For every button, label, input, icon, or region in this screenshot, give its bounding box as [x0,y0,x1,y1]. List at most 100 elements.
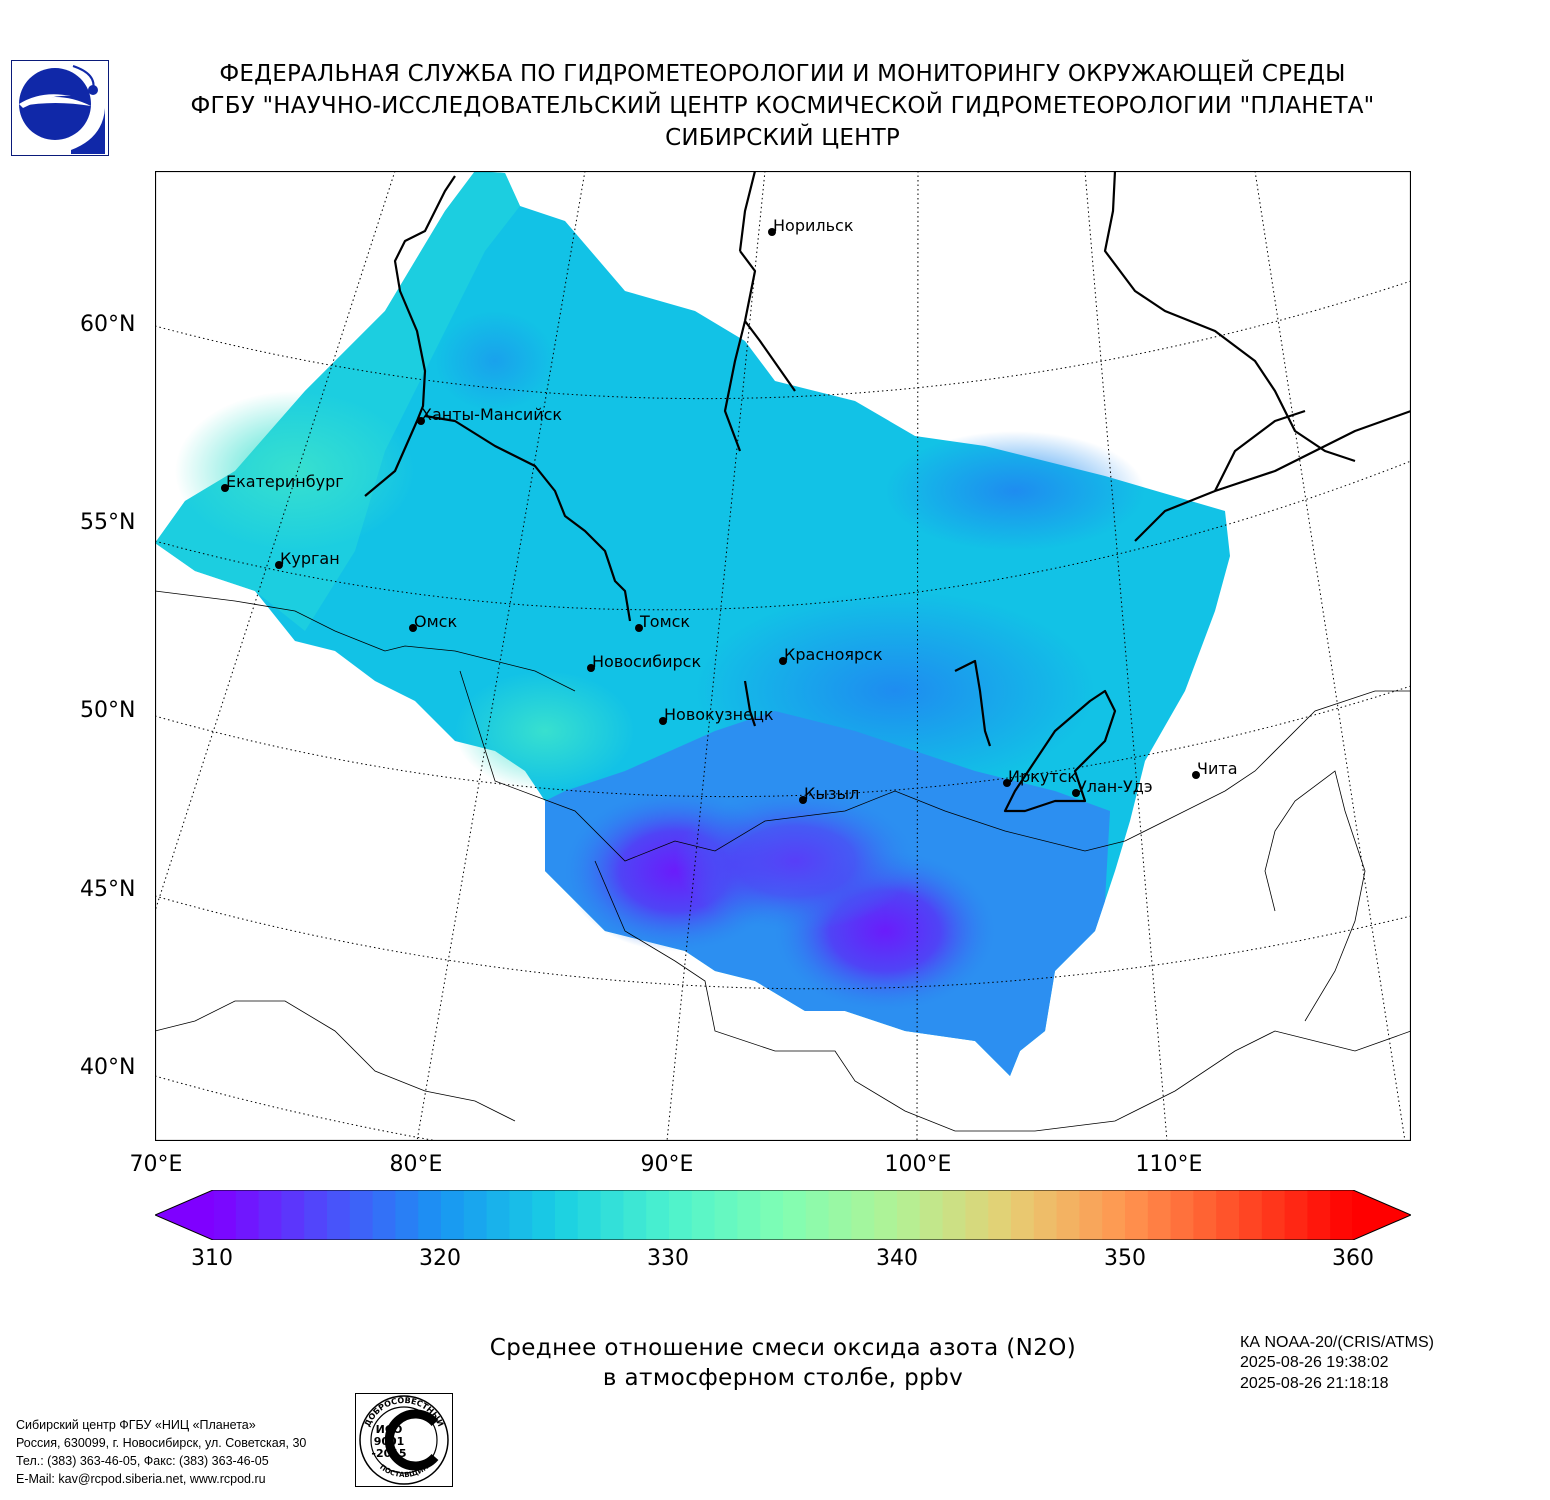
colorbar-step [532,1190,556,1240]
colorbar-step [783,1190,807,1240]
contact-phone: Тел.: (383) 363-46-05, Факс: (383) 363-4… [16,1454,269,1468]
colorbar-tick-360: 360 [1332,1246,1374,1271]
planeta-logo [11,60,109,156]
colorbar-extend-max [1352,1190,1411,1240]
colorbar-svg [153,1189,1413,1241]
city-label: Чита [1197,759,1238,778]
city-marker [768,228,776,236]
city-label: Ханты-Мансийск [421,405,563,424]
colorbar-tick-340: 340 [876,1246,918,1271]
city-label: Иркутск [1008,767,1078,786]
city-marker [417,417,425,425]
colorbar-step [669,1190,693,1240]
lon-label-70: 70°E [129,1152,183,1177]
colorbar-step [1147,1190,1172,1240]
header-line-2: ФГБУ "НАУЧНО-ИССЛЕДОВАТЕЛЬСКИЙ ЦЕНТР КОС… [190,93,1375,119]
colorbar-tick-330: 330 [647,1246,689,1271]
colorbar-step [600,1190,624,1240]
lat-label-50: 50°N [80,698,136,723]
city-label: Улан-Удэ [1077,777,1153,796]
colorbar-step [1284,1190,1308,1240]
colorbar-step [1079,1190,1103,1240]
city-marker [1192,771,1200,779]
colorbar-step [509,1190,533,1240]
map-panel: Норильск Ханты-Мансийск Екатеринбург Кур… [154,170,1412,1142]
colorbar-step [897,1190,921,1240]
colorbar-tick-310: 310 [191,1246,233,1271]
lon-label-80: 80°E [389,1152,443,1177]
colorbar-tick-320: 320 [419,1246,461,1271]
colorbar-step [258,1190,282,1240]
iso-badge: ДОБРОСОВЕСТНЫЙ ПОСТАВЩИК ИСО 9001 -2015 [355,1393,453,1487]
colorbar [153,1189,1413,1241]
colorbar-step [828,1190,852,1240]
colorbar-step [623,1190,647,1240]
satellite-start-time: 2025-08-26 19:38:02 [1240,1354,1389,1371]
colorbar-step [1330,1190,1354,1240]
city-label: Красноярск [784,645,883,664]
colorbar-step [874,1190,898,1240]
colorbar-step [851,1190,875,1240]
colorbar-step [555,1190,579,1240]
colorbar-step [1307,1190,1331,1240]
city-marker [587,664,595,672]
lat-label-45: 45°N [80,877,136,902]
badge-2015: -2015 [371,1447,406,1460]
colorbar-step [691,1190,716,1240]
city-marker [779,657,787,665]
colorbar-step [235,1190,260,1240]
city-label: Омск [414,612,458,631]
colorbar-extend-min [155,1190,214,1240]
colorbar-step [577,1190,602,1240]
contact-org: Сибирский центр ФГБУ «НИЦ «Планета» [16,1418,256,1432]
colorbar-step [281,1190,305,1240]
colorbar-step [304,1190,328,1240]
colorbar-step [1261,1190,1286,1240]
header-line-1: ФЕДЕРАЛЬНАЯ СЛУЖБА ПО ГИДРОМЕТЕОРОЛОГИИ … [219,61,1346,87]
colorbar-step [418,1190,442,1240]
badge-iso: ИСО [376,1423,403,1436]
colorbar-step [1239,1190,1263,1240]
colorbar-step [714,1190,738,1240]
contact-email: E-Mail: kav@rcpod.siberia.net, www.rcpod… [16,1472,266,1486]
colorbar-step [1033,1190,1058,1240]
satellite-name: КА NOAA-20/(CRIS/ATMS) [1240,1334,1434,1351]
header-line-3: СИБИРСКИЙ ЦЕНТР [665,125,900,151]
colorbar-step [942,1190,966,1240]
city-label: Кызыл [804,784,860,803]
colorbar-step [646,1190,670,1240]
city-marker [409,624,417,632]
colorbar-step [1170,1190,1194,1240]
lon-label-100: 100°E [884,1152,952,1177]
city-marker [1003,779,1011,787]
colorbar-step [349,1190,374,1240]
colorbar-step [395,1190,419,1240]
colorbar-step [463,1190,488,1240]
colorbar-step [737,1190,761,1240]
city-marker [659,717,667,725]
colorbar-step [372,1190,396,1240]
colorbar-step [760,1190,784,1240]
city-marker [1072,789,1080,797]
colorbar-tick-350: 350 [1104,1246,1146,1271]
lat-label-40: 40°N [80,1055,136,1080]
colorbar-step [919,1190,944,1240]
contact-address: Россия, 630099, г. Новосибирск, ул. Сове… [16,1436,307,1450]
colorbar-step [1102,1190,1126,1240]
caption-line-2: в атмосферном столбе, ppbv [602,1365,964,1391]
colorbar-step [805,1190,830,1240]
colorbar-step [1125,1190,1149,1240]
colorbar-step [965,1190,989,1240]
colorbar-step [1056,1190,1080,1240]
city-label: Новокузнецк [664,705,774,724]
colorbar-step [327,1190,351,1240]
colorbar-step [988,1190,1012,1240]
city-label: Екатеринбург [226,472,344,491]
colorbar-step [213,1190,237,1240]
lon-label-110: 110°E [1135,1152,1203,1177]
map-svg [154,170,1412,1142]
city-marker [221,484,229,492]
city-label: Томск [640,612,691,631]
satellite-end-time: 2025-08-26 21:18:18 [1240,1375,1389,1392]
city-label: Новосибирск [592,652,702,671]
